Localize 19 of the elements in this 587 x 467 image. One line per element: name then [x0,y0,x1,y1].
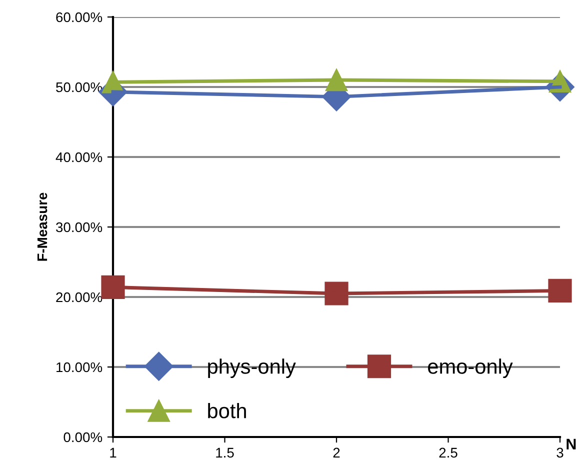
legend-label: phys-only [208,358,296,378]
y-tick-label: 50.00% [56,82,102,92]
x-tick-label: 3 [556,448,564,458]
y-tick-label: 10.00% [56,362,102,372]
x-tick-label: 2 [333,448,340,458]
y-tick-label: 40.00% [56,152,102,162]
y-axis-title: F-Measure [37,192,48,261]
y-tick-label: 60.00% [56,12,102,22]
x-axis-title: N [566,438,576,450]
legend-label: both [208,402,246,418]
x-tick-label: 1.5 [216,448,234,458]
x-tick-label: 1 [110,448,116,458]
y-tick-label: 20.00% [56,292,102,302]
point [548,278,572,303]
x-tick-label: 2.5 [439,448,458,458]
y-tick-label: 30.00% [56,222,102,232]
point [101,275,125,300]
legend-label: emo-only [428,358,513,378]
y-tick-label: 0.00% [64,432,102,442]
